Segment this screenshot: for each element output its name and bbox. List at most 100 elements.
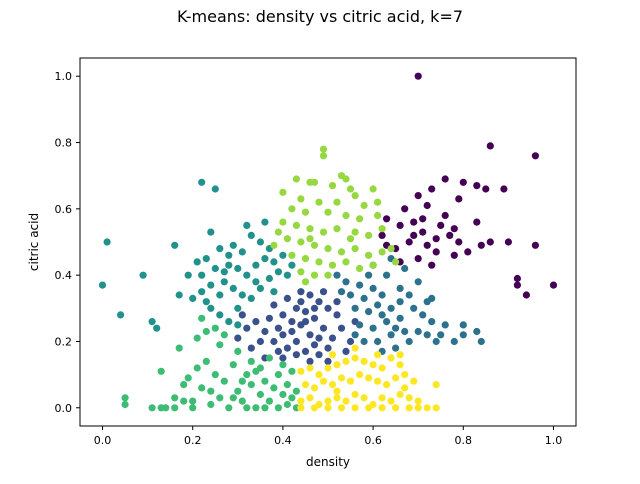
data-point bbox=[324, 397, 332, 405]
data-point bbox=[396, 361, 404, 369]
data-point bbox=[306, 225, 314, 233]
data-point bbox=[337, 374, 346, 382]
data-point bbox=[374, 198, 382, 206]
data-point bbox=[198, 288, 206, 296]
data-point bbox=[301, 208, 310, 216]
data-point bbox=[207, 281, 215, 289]
data-point bbox=[270, 241, 278, 249]
data-point bbox=[310, 314, 319, 322]
data-point bbox=[292, 387, 300, 395]
data-point bbox=[297, 288, 305, 296]
data-point bbox=[396, 298, 404, 306]
data-point bbox=[396, 221, 404, 229]
data-point bbox=[414, 327, 422, 336]
data-point bbox=[315, 351, 323, 359]
data-point bbox=[392, 404, 400, 412]
data-point bbox=[198, 271, 206, 279]
data-point bbox=[229, 284, 237, 292]
data-point bbox=[410, 377, 418, 385]
cluster-1 bbox=[234, 288, 359, 365]
data-point bbox=[333, 198, 341, 206]
data-point bbox=[274, 347, 282, 355]
data-point bbox=[441, 321, 449, 329]
data-point bbox=[328, 381, 337, 389]
data-point bbox=[283, 381, 291, 389]
data-point bbox=[261, 255, 269, 263]
data-point bbox=[324, 357, 332, 365]
data-point bbox=[356, 281, 364, 289]
data-point bbox=[423, 241, 431, 249]
data-point bbox=[198, 384, 206, 392]
data-point bbox=[549, 281, 558, 289]
data-point bbox=[432, 337, 440, 346]
data-point bbox=[229, 394, 237, 402]
data-point bbox=[482, 185, 490, 193]
cluster-3 bbox=[98, 178, 296, 332]
data-point bbox=[324, 364, 332, 372]
data-point bbox=[387, 331, 395, 339]
data-point bbox=[410, 231, 418, 239]
data-point bbox=[301, 255, 310, 263]
data-point bbox=[419, 311, 427, 319]
data-point bbox=[500, 185, 508, 193]
data-point bbox=[351, 354, 359, 362]
data-point bbox=[396, 351, 404, 359]
data-point bbox=[365, 404, 373, 412]
data-point bbox=[315, 334, 323, 342]
data-point bbox=[383, 215, 391, 223]
data-point bbox=[297, 268, 305, 276]
data-point bbox=[243, 404, 251, 412]
data-point bbox=[419, 215, 427, 223]
data-point bbox=[288, 327, 296, 336]
cluster-6 bbox=[297, 344, 440, 412]
data-point bbox=[378, 394, 386, 402]
data-point bbox=[333, 225, 341, 233]
data-point bbox=[401, 205, 409, 213]
data-point bbox=[513, 274, 522, 283]
data-point bbox=[319, 145, 328, 153]
data-point bbox=[387, 354, 395, 362]
data-point bbox=[333, 361, 341, 369]
data-point bbox=[414, 397, 422, 405]
data-point bbox=[324, 404, 332, 412]
data-point bbox=[211, 324, 219, 332]
data-point bbox=[202, 255, 210, 263]
data-point bbox=[522, 291, 531, 299]
data-point bbox=[374, 301, 382, 309]
data-point bbox=[274, 404, 282, 412]
data-point bbox=[365, 251, 373, 259]
data-point bbox=[405, 238, 413, 246]
data-point bbox=[369, 361, 377, 369]
data-point bbox=[504, 238, 512, 246]
data-point bbox=[297, 195, 305, 203]
data-point bbox=[365, 374, 373, 382]
data-point bbox=[360, 337, 368, 346]
data-point bbox=[324, 304, 332, 312]
data-point bbox=[374, 337, 382, 346]
data-point bbox=[238, 377, 246, 385]
data-point bbox=[365, 271, 373, 279]
data-point bbox=[216, 291, 224, 299]
data-point bbox=[310, 271, 319, 279]
data-point bbox=[414, 192, 422, 200]
data-point bbox=[220, 268, 228, 276]
data-point bbox=[374, 351, 382, 359]
data-point bbox=[292, 337, 300, 346]
data-point bbox=[486, 142, 494, 150]
data-point bbox=[378, 404, 386, 412]
data-point bbox=[428, 318, 436, 326]
data-point bbox=[270, 301, 278, 309]
data-point bbox=[378, 231, 386, 239]
data-point bbox=[243, 271, 251, 279]
data-point bbox=[220, 377, 228, 385]
data-point bbox=[346, 337, 355, 346]
data-point bbox=[337, 288, 346, 296]
data-point bbox=[148, 318, 156, 326]
data-point bbox=[265, 274, 273, 283]
data-point bbox=[189, 404, 197, 412]
data-point bbox=[256, 337, 264, 346]
data-point bbox=[153, 324, 161, 332]
data-point bbox=[283, 344, 291, 352]
